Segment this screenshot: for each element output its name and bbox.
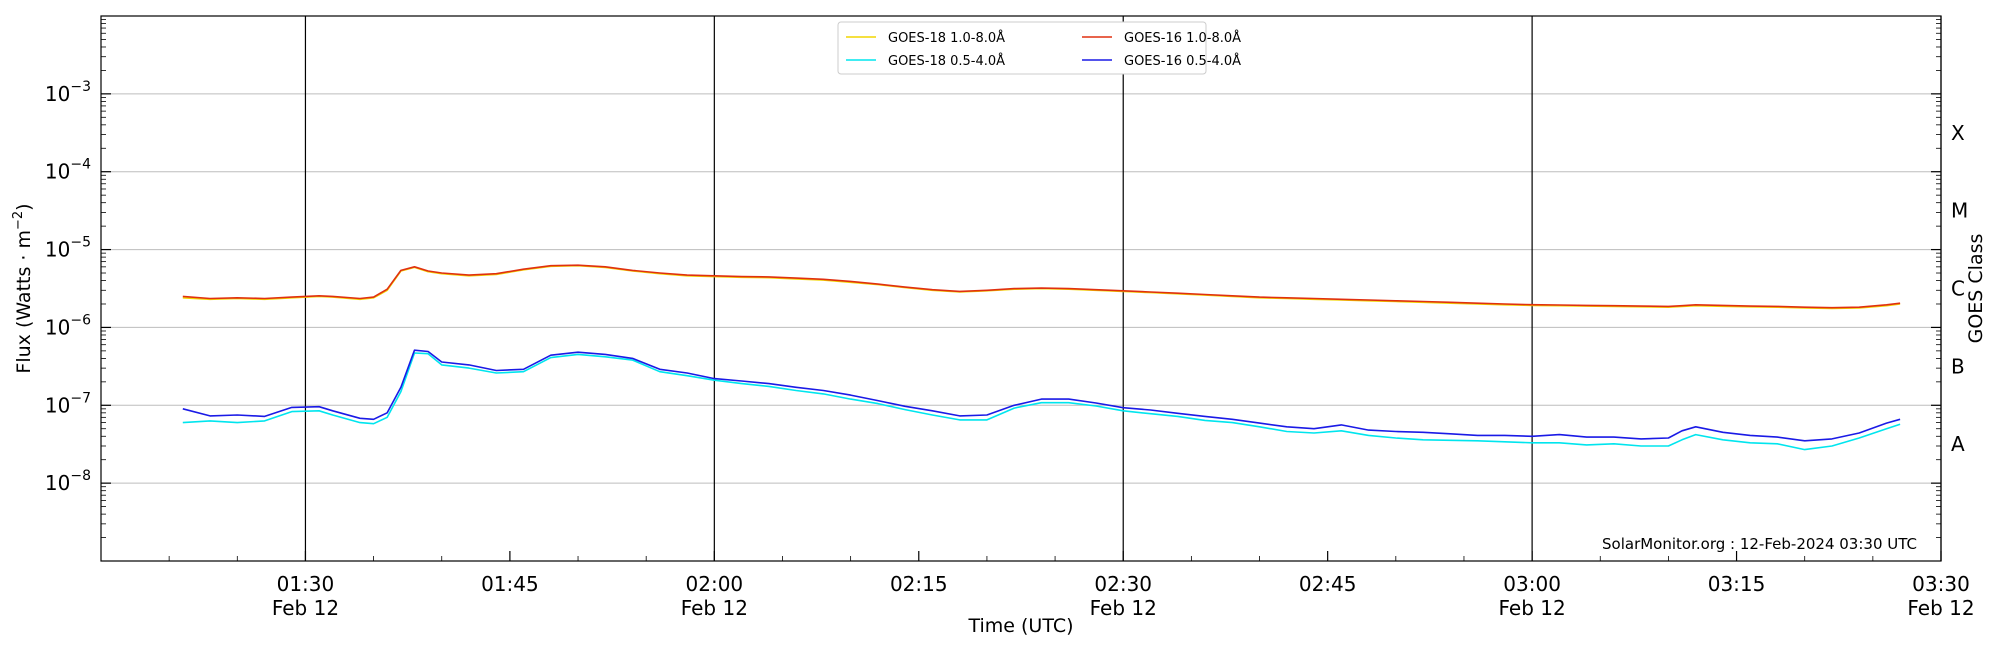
y-tick-base: 10 xyxy=(45,160,70,184)
y-tick-label: 10−6 xyxy=(45,312,91,339)
x-tick-time-label: 02:15 xyxy=(890,572,948,596)
legend-entry-label: GOES-16 1.0-8.0Å xyxy=(1124,30,1241,46)
x-tick-date-label: Feb 12 xyxy=(681,596,748,620)
tick-layer xyxy=(101,19,1942,561)
x-tick-time-label: 03:30 xyxy=(1912,572,1970,596)
source-annotation: SolarMonitor.org : 12-Feb-2024 03:30 UTC xyxy=(1602,535,1917,553)
goes-class-axis-label: GOES Class xyxy=(1965,234,1987,344)
x-tick-time-label: 02:00 xyxy=(686,572,744,596)
y-tick-exponent: −5 xyxy=(70,235,91,251)
x-tick-time-label: 02:45 xyxy=(1299,572,1357,596)
y-tick-label: 10−8 xyxy=(45,468,91,495)
x-tick-time-label: 02:30 xyxy=(1094,572,1152,596)
y-tick-base: 10 xyxy=(45,238,70,262)
x-tick-date-label: Feb 12 xyxy=(1907,596,1974,620)
plot-frame xyxy=(100,15,1942,562)
goes-class-label: M xyxy=(1951,199,1968,223)
goes-class-label: A xyxy=(1951,432,1965,456)
series-line xyxy=(182,349,1901,442)
x-tick-time-label: 01:30 xyxy=(277,572,335,596)
y-axis-label-exponent: −2 xyxy=(11,211,26,230)
legend-entry-label: GOES-18 0.5-4.0Å xyxy=(888,53,1005,69)
y-tick-label: 10−4 xyxy=(45,157,91,184)
x-tick-date-label: Feb 12 xyxy=(1090,596,1157,620)
series-layer xyxy=(182,264,1901,451)
y-tick-exponent: −4 xyxy=(70,157,91,173)
series-line xyxy=(182,352,1901,451)
legend-box xyxy=(837,21,1207,75)
y-tick-base: 10 xyxy=(45,471,70,495)
x-tick-date-label: Feb 12 xyxy=(272,596,339,620)
grid-layer xyxy=(101,93,1941,484)
y-axis-label-close: ) xyxy=(13,203,35,210)
x-tick-time-label: 03:00 xyxy=(1503,572,1561,596)
y-tick-label: 10−5 xyxy=(45,235,91,262)
y-tick-label: 10−3 xyxy=(45,79,91,106)
x-tick-time-label: 01:45 xyxy=(481,572,539,596)
x-tick-date-label: Feb 12 xyxy=(1499,596,1566,620)
y-tick-label: 10−7 xyxy=(45,390,91,417)
y-tick-exponent: −7 xyxy=(70,390,91,406)
goes-class-label: C xyxy=(1951,277,1965,301)
y-axis-label-text: Flux (Watts · m xyxy=(13,230,35,374)
y-tick-base: 10 xyxy=(45,82,70,106)
x-tick-time-label: 03:15 xyxy=(1708,572,1766,596)
y-tick-base: 10 xyxy=(45,393,70,417)
y-tick-base: 10 xyxy=(45,315,70,339)
x-axis-label: Time (UTC) xyxy=(967,615,1073,637)
legend-entry-label: GOES-18 1.0-8.0Å xyxy=(888,30,1005,46)
goes-class-label: X xyxy=(1951,121,1965,145)
y-axis-label: Flux (Watts · m−2) xyxy=(11,203,35,373)
legend: GOES-18 1.0-8.0Å GOES-18 0.5-4.0Å GOES-16 … xyxy=(837,21,1241,75)
y-tick-exponent: −8 xyxy=(70,468,91,484)
legend-entry-label: GOES-16 0.5-4.0Å xyxy=(1124,53,1241,69)
goes-class-label: B xyxy=(1951,354,1965,378)
y-tick-exponent: −6 xyxy=(70,312,91,328)
y-tick-exponent: −3 xyxy=(70,79,91,95)
series-line xyxy=(182,264,1901,309)
